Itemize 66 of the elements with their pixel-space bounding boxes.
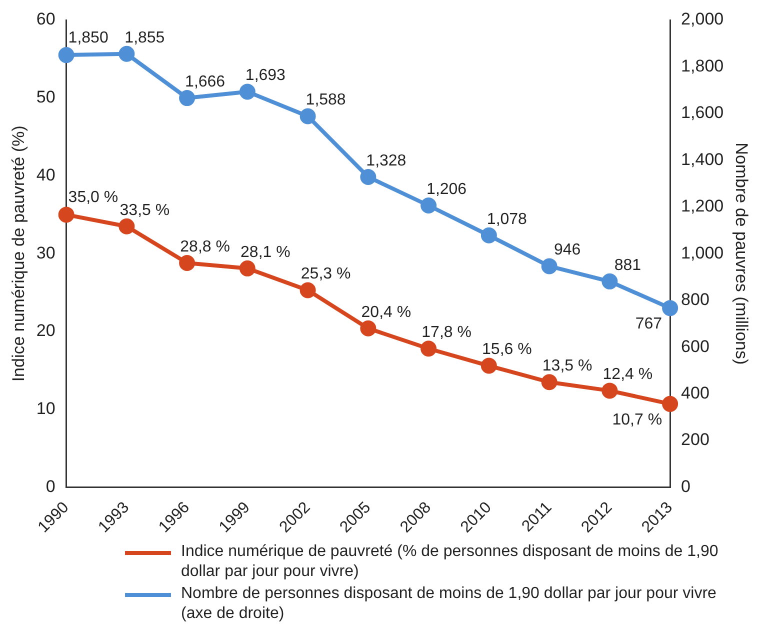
- data-label: 20,4 %: [361, 304, 412, 321]
- y2-tick-label: 1,400: [681, 150, 724, 169]
- data-label: 28,8 %: [180, 238, 230, 256]
- data-label: 881: [614, 256, 642, 274]
- y-axis-title: Indice numérique de pauvreté (%): [8, 126, 28, 382]
- y-tick-label: 50: [36, 88, 56, 107]
- point: [58, 47, 74, 64]
- y2-tick-label: 1,000: [681, 243, 724, 262]
- point: [58, 206, 74, 223]
- data-label: 15,6 %: [482, 341, 532, 358]
- data-label: 1,666: [185, 73, 226, 90]
- point: [179, 254, 196, 271]
- y2-tick-label: 200: [681, 430, 710, 450]
- y2-tick-label: 1,600: [681, 103, 724, 122]
- data-label: 1,850: [68, 29, 108, 46]
- y-tick-label: 0: [46, 476, 56, 496]
- y2-tick-label: 800: [681, 290, 710, 310]
- data-label: 1,855: [124, 29, 165, 46]
- point: [420, 198, 437, 214]
- point: [662, 300, 678, 316]
- point: [662, 396, 678, 412]
- point: [360, 320, 376, 336]
- point: [300, 282, 316, 298]
- point: [602, 273, 618, 290]
- y2-tick-label: 600: [681, 336, 710, 356]
- data-label: 1,588: [306, 92, 346, 109]
- data-label: 1,328: [366, 152, 406, 170]
- y2-tick-label: 1,200: [681, 196, 724, 216]
- data-label: 946: [554, 242, 581, 259]
- y-tick-label: 10: [36, 399, 56, 418]
- point: [480, 358, 497, 374]
- data-label: 767: [635, 315, 662, 332]
- y-tick-label: 20: [36, 321, 56, 340]
- data-label: 1,206: [426, 180, 467, 198]
- point: [360, 169, 376, 185]
- point: [541, 374, 558, 390]
- y-tick-label: 40: [36, 165, 56, 184]
- data-label: 1,078: [486, 210, 528, 228]
- data-label: 28,1 %: [240, 244, 290, 261]
- point: [300, 108, 316, 124]
- point: [602, 382, 618, 399]
- y2-tick-label: 0: [681, 476, 691, 496]
- point: [239, 260, 256, 276]
- y2-axis-title: Nombre de pauvres (millions): [732, 142, 752, 365]
- data-label: 1,693: [245, 67, 286, 84]
- point: [118, 46, 135, 62]
- y2-tick-label: 2,000: [681, 10, 724, 29]
- point: [118, 218, 135, 234]
- point: [541, 258, 558, 274]
- legend-label: Nombre de personnes disposant de moins de 1,90 dollar par jour pour vivre (axe de droite): [181, 584, 718, 624]
- point: [179, 90, 196, 106]
- point: [420, 340, 437, 357]
- data-label: 35,0 %: [68, 189, 118, 206]
- legend-label: Indice numérique de pauvreté (% de personnes disposant de moins de 1,90 dollar par jour pour vivre): [181, 542, 720, 582]
- data-label: 13,5 %: [542, 358, 592, 375]
- data-label: 33,5 %: [120, 202, 170, 219]
- y-tick-label: 30: [36, 243, 56, 262]
- y-tick-label: 60: [36, 10, 56, 29]
- data-label: 12,4 %: [602, 366, 653, 384]
- data-label: 17,8 %: [422, 324, 472, 342]
- point: [239, 84, 256, 100]
- data-label: 10,7 %: [612, 411, 662, 428]
- data-label: 25,3 %: [300, 266, 351, 283]
- y2-tick-label: 400: [681, 383, 710, 402]
- point: [480, 227, 497, 244]
- y2-tick-label: 1,800: [681, 56, 724, 76]
